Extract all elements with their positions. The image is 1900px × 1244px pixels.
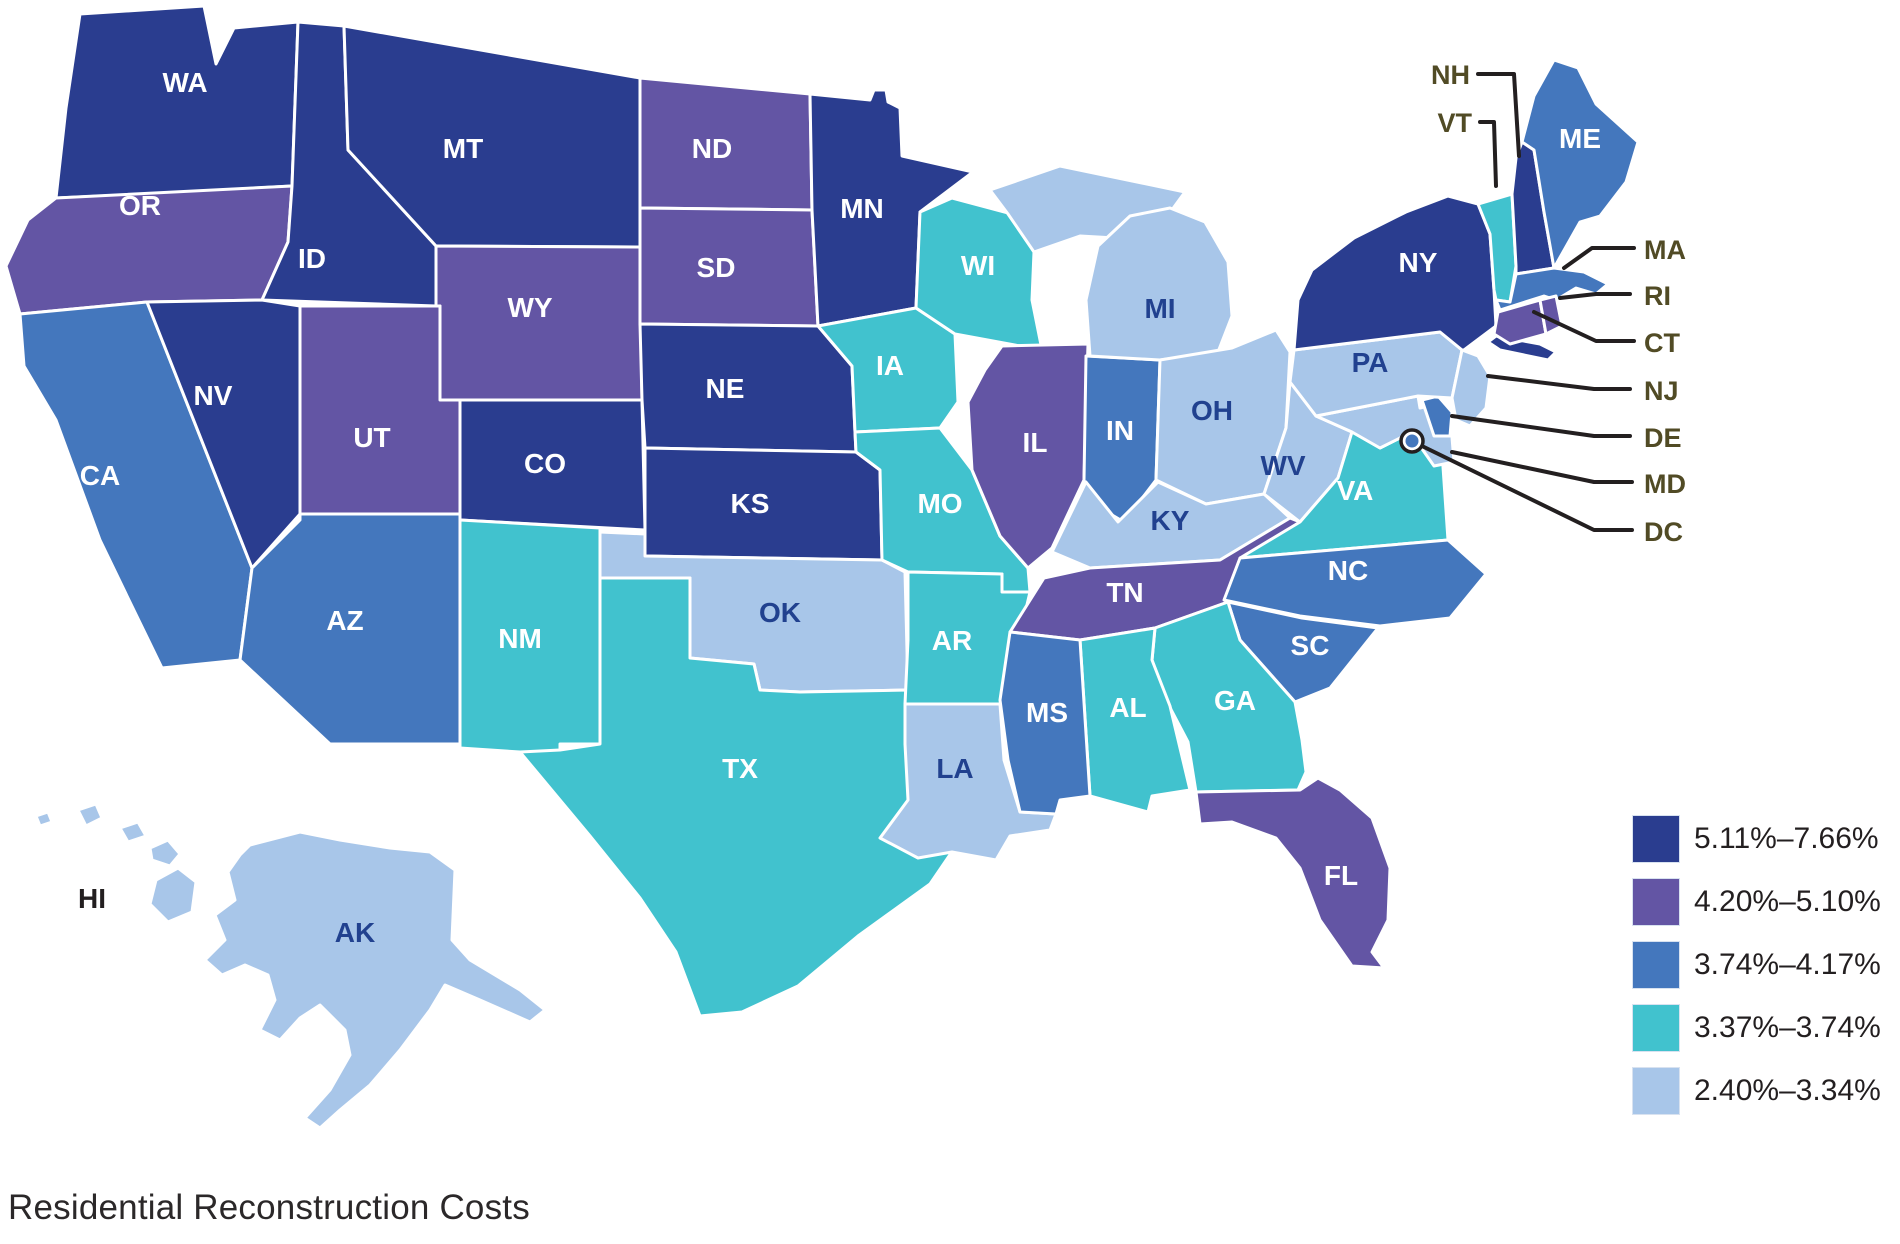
callout-line-nh [1476,72,1521,158]
state-md [1314,394,1456,468]
callout-line-vt [1478,120,1498,188]
callout-label-ct: CT [1644,328,1680,358]
legend-item: 3.37%–3.74% [1632,1004,1881,1052]
state-nm [458,518,602,758]
dc-marker-dot [1405,434,1419,448]
callout-line-de [1450,414,1632,438]
callout-label-vt: VT [1437,108,1472,138]
legend-item: 2.40%–3.34% [1632,1067,1881,1115]
legend-swatch-1 [1632,878,1680,926]
state-hi2 [76,802,104,828]
state-hi5 [148,866,198,924]
state-la [878,702,1058,862]
state-wa [54,4,300,200]
state-ny [1292,194,1498,352]
legend-item: 4.20%–5.10% [1632,878,1881,926]
state-ks [643,446,884,562]
state-me [1520,58,1640,270]
legend-swatch-2 [1632,941,1680,989]
state-al [1078,626,1192,814]
state-sd [638,206,820,328]
callout-label-ri: RI [1644,281,1671,311]
state-ma [1494,266,1610,312]
callout-label-nj: NJ [1644,376,1679,406]
callout-line-dc [1422,445,1634,532]
state-hi1 [34,810,54,828]
state-nd [638,76,814,212]
state-fl [1194,776,1392,970]
legend-label-2: 3.74%–4.17% [1694,948,1881,981]
state-hi3 [118,820,148,844]
callout-line-nj [1486,374,1632,391]
legend-label-3: 3.37%–3.74% [1694,1011,1881,1044]
state-tx [518,576,962,1018]
callout-label-ma: MA [1644,235,1686,265]
map-title: Residential Reconstruction Costs [8,1188,530,1227]
legend-swatch-3 [1632,1004,1680,1052]
state-or [4,184,294,316]
state-ak [203,830,547,1130]
callout-label-de: DE [1644,423,1682,453]
state-ut [298,304,462,516]
state-ne [638,322,858,454]
callout-line-ri [1558,292,1632,300]
legend-label-0: 5.11%–7.66% [1694,822,1879,855]
callout-label-md: MD [1644,469,1686,499]
state-ms [998,630,1092,816]
callout-line-md [1450,450,1634,484]
legend-label-4: 2.40%–3.34% [1694,1074,1881,1107]
state-az [238,512,462,746]
legend-swatch-0 [1632,815,1680,863]
state-hi4 [148,838,182,868]
callout-line-ct [1532,310,1636,343]
legend-label-1: 4.20%–5.10% [1694,885,1881,918]
legend-item: 5.11%–7.66% [1632,815,1881,863]
callout-line-ma [1562,246,1636,270]
callout-label-nh: NH [1431,60,1470,90]
legend-item: 3.74%–4.17% [1632,941,1881,989]
state-label-hi: HI [78,883,106,914]
legend-swatch-4 [1632,1067,1680,1115]
map-legend: 5.11%–7.66% 4.20%–5.10% 3.74%–4.17% 3.37%–3… [1632,815,1881,1115]
state-co [458,398,647,532]
state-wy [434,244,644,402]
callout-label-dc: DC [1644,517,1683,547]
